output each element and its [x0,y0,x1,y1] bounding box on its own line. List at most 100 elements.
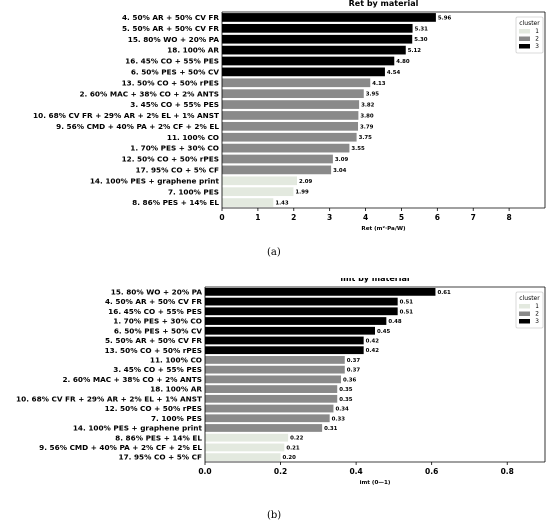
value-label: 0.51 [400,300,414,306]
category-label: 4. 50% AR + 50% CV FR [122,13,219,22]
bar [205,443,285,452]
bar [222,45,406,55]
category-label: 17. 95% CO + 5% CF [119,453,203,462]
category-label: 10. 68% CV FR + 29% AR + 2% EL + 1% ANST [33,111,219,120]
category-label: 4. 50% AR + 50% CV FR [105,297,202,306]
bar [205,453,281,462]
category-label: 8. 86% PES + 14% EL [132,198,219,207]
x-tick-label: 0 [219,213,224,222]
value-label: 0.48 [388,319,402,325]
bar [205,346,364,355]
legend-swatch [519,311,530,316]
x-tick-label: 5 [399,213,404,222]
value-label: 2.09 [299,179,313,185]
category-label: 14. 100% PES + graphene print [73,424,203,433]
bar [222,121,359,131]
legend-entry: 3 [535,319,539,325]
bar [205,365,345,374]
x-tick-label: 2 [291,213,296,222]
bar [222,78,371,88]
bar [222,23,413,33]
category-label: 3. 45% CO + 55% PES [130,100,219,109]
value-label: 0.36 [343,377,357,383]
ret-bar-chart: Ret by material 4. 50% AR + 50% CV FR 5.96… [33,0,546,232]
value-label: 0.22 [290,436,304,442]
legend-swatch [519,304,530,309]
category-label: 9. 56% CMD + 40% PA + 2% CF + 2% EL [39,443,202,452]
value-label: 0.37 [347,358,361,364]
x-tick-label: 0.8 [501,467,514,476]
category-label: 12. 50% CO + 50% rPES [105,404,202,413]
value-label: 0.42 [366,348,380,354]
bar [205,385,338,393]
legend-swatch [519,29,530,34]
bar [222,13,436,22]
caption-a: (a) [267,247,281,258]
category-label: 13. 50% CO + 50% rPES [105,346,202,355]
x-tick-label: 0.0 [198,467,211,476]
bar [222,154,333,164]
category-label: 7. 100% PES [168,187,219,196]
caption-b: (b) [267,510,282,521]
bar [205,356,345,364]
bar [222,111,359,120]
chart-title: imt by material [340,278,409,283]
legend-entry: 1 [535,29,539,35]
category-label: 3. 45% CO + 55% PES [113,365,202,374]
category-label: 7. 100% PES [151,414,202,423]
category-label: 18. 100% AR [167,46,219,55]
value-label: 3.95 [366,92,380,98]
category-label: 13. 50% CO + 50% rPES [122,78,219,87]
bar [205,404,334,413]
bar [222,34,413,44]
category-label: 8. 86% PES + 14% EL [115,433,202,442]
chart-title: Ret by material [349,0,419,8]
bar [222,89,364,99]
bar [222,198,274,207]
x-axis-label: imt (0—1) [360,480,391,486]
category-label: 14. 100% PES + graphene print [90,176,220,185]
bar [205,307,398,316]
category-label: 18. 100% AR [150,385,202,394]
value-label: 3.04 [333,168,347,174]
bar [222,100,360,109]
value-label: 3.80 [360,113,374,119]
x-tick-label: 7 [471,213,476,222]
value-label: 4.54 [387,70,401,76]
figure-panel-b: imt by material 15. 80% WO + 20% PA 0.61 4.… [0,278,550,532]
bar [205,424,323,432]
legend-swatch [519,319,530,324]
value-label: 5.12 [408,48,422,54]
category-label: 6. 50% PES + 50% CV [131,67,220,76]
value-label: 0.61 [437,290,451,296]
value-label: 0.33 [332,416,346,422]
legend-title: cluster [519,20,540,27]
bar [222,132,357,142]
value-label: 0.37 [347,368,361,374]
legend-title: cluster [519,295,540,302]
x-tick-label: 4 [363,213,368,222]
value-label: 0.31 [324,426,338,432]
value-label: 3.75 [359,135,373,141]
legend-entry: 2 [535,37,539,43]
bar [205,433,289,442]
bar [222,187,294,197]
value-label: 0.21 [286,445,300,451]
category-label: 1. 70% PES + 30% CO [113,317,202,326]
bar [205,287,436,296]
value-label: 0.42 [366,338,380,344]
value-label: 0.51 [400,309,414,315]
category-label: 5. 50% AR + 50% CV FR [105,336,202,345]
category-label: 12. 50% CO + 50% rPES [122,155,219,164]
value-label: 4.80 [396,59,410,65]
category-label: 1. 70% PES + 30% CO [130,144,219,153]
category-label: 5. 50% AR + 50% CV FR [122,24,219,33]
x-tick-label: 1 [255,213,260,222]
category-label: 17. 95% CO + 5% CF [136,165,220,174]
value-label: 5.30 [414,37,428,43]
bar [222,143,350,153]
x-tick-label: 6 [435,213,440,222]
x-tick-label: 3 [327,213,332,222]
value-label: 0.35 [339,387,353,393]
